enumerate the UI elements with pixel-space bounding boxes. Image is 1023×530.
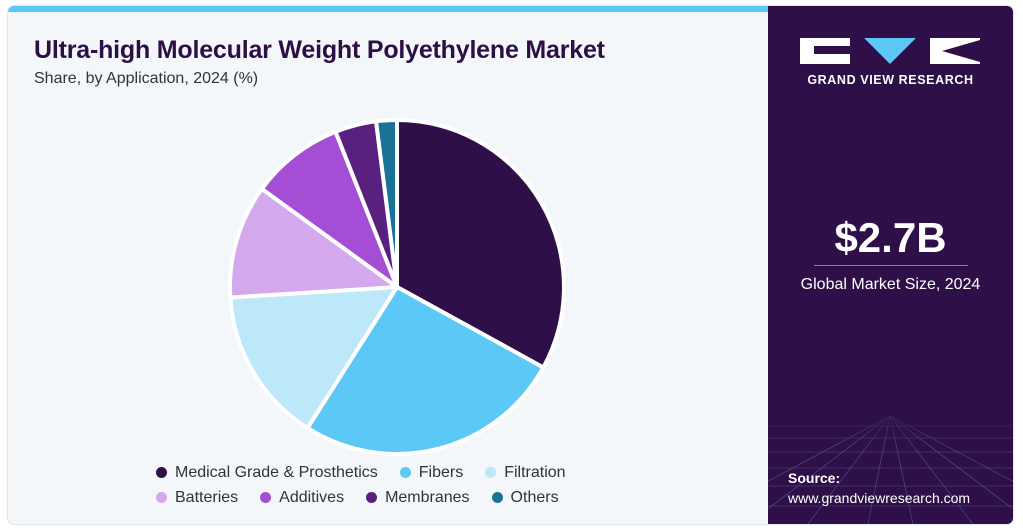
legend-swatch [485,467,497,478]
legend-swatch [156,492,167,503]
pie-slice-others [374,118,399,289]
pie-slice-filtration [228,285,399,430]
pie-chart [228,118,566,456]
market-size-caption: Global Market Size, 2024 [800,276,981,293]
legend-row: Batteries Additives Membranes Others [156,485,676,510]
pie-slice-batteries [228,186,399,300]
perspective-grid-decoration [768,406,1013,524]
source-label: Source: [788,470,841,486]
legend-swatch [399,467,411,478]
legend-swatch [156,467,167,478]
legend-label: Additives [279,488,345,506]
legend-row: Medical Grade & Prosthetics Fibers Filtrat… [156,460,676,485]
pie-slice-fibers [305,285,546,456]
legend-label: Membranes [385,488,470,506]
divider [814,265,968,266]
legend-swatch [260,492,272,503]
grand-view-research-logo [800,38,980,64]
chart-panel: Ultra-high Molecular Weight Polyethylene… [8,6,768,524]
accent-bar [8,6,768,12]
legend-item: Filtration [485,463,566,482]
legend-item: Fibers [399,463,464,482]
legend-label: Fibers [418,463,464,481]
pie-slice-medical-grade-prosthetics [395,118,566,370]
sidebar: GRAND VIEW RESEARCH $2.7B Global Market … [768,6,1013,524]
market-size-value: $2.7B [834,214,947,261]
legend-item: Batteries [156,489,238,507]
report-card: Ultra-high Molecular Weight Polyethylene… [8,6,1013,524]
legend-swatch [366,492,378,503]
legend-label: Others [510,488,559,506]
legend-item: Additives [260,489,344,507]
chart-title: Ultra-high Molecular Weight Polyethylene… [34,36,605,64]
legend-item: Membranes [366,488,470,507]
legend-label: Medical Grade & Prosthetics [175,463,378,481]
source-url[interactable]: www.grandviewresearch.com [788,490,971,506]
brand-name: GRAND VIEW RESEARCH [807,73,974,87]
legend-swatch [491,492,503,503]
legend-label: Batteries [175,488,239,506]
legend-item: Medical Grade & Prosthetics [156,464,378,482]
chart-subtitle: Share, by Application, 2024 (%) [34,70,259,87]
legend-label: Filtration [504,463,566,481]
chart-legend: Medical Grade & Prosthetics Fibers Filtrat… [156,460,676,510]
legend-item: Others [491,488,559,507]
